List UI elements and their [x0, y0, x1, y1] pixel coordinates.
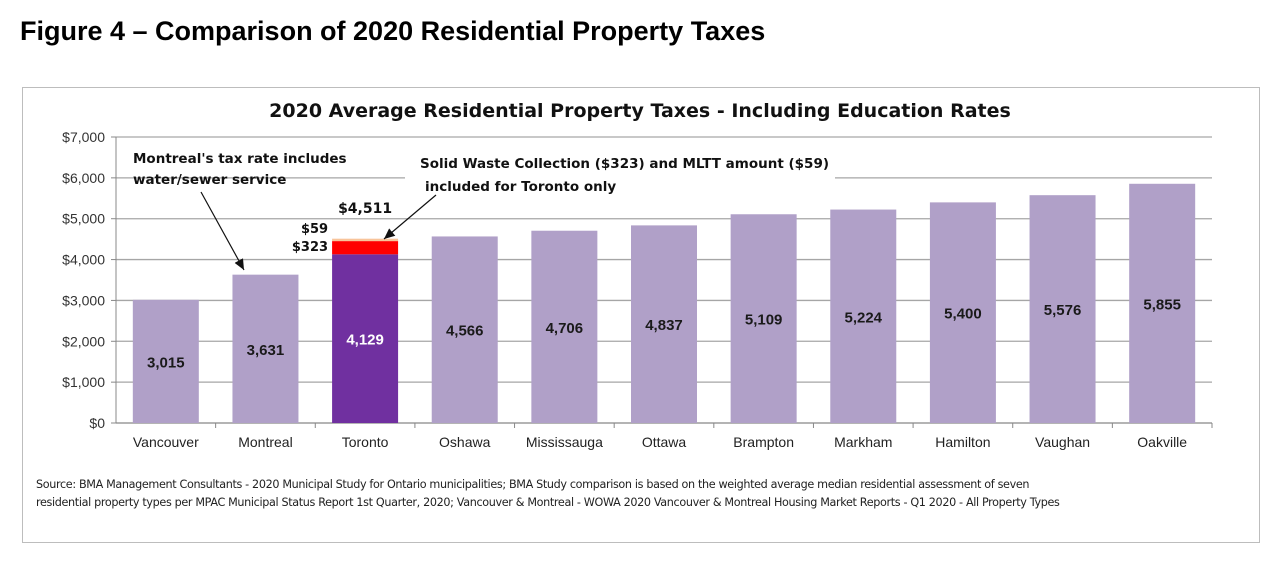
x-tick-label: Oshawa [439, 434, 491, 450]
bar-oakville [1129, 183, 1196, 423]
source-note-line-1: Source: BMA Management Consultants - 202… [36, 478, 1030, 491]
bar-vaughan [1029, 195, 1096, 423]
bar-vancouver [132, 299, 199, 423]
annotation-toronto-text: included for Toronto only [425, 179, 616, 195]
x-tick-label: Oakville [1137, 434, 1187, 450]
data-label: 3,631 [247, 342, 285, 359]
x-tick-label: Vancouver [133, 434, 199, 450]
y-tick-label: $5,000 [62, 211, 105, 227]
x-tick-label: Markham [834, 434, 892, 450]
segment-label: $323 [292, 240, 328, 255]
x-tick-label: Hamilton [935, 434, 990, 450]
data-label: 5,855 [1143, 296, 1181, 313]
annotation-toronto-text: Solid Waste Collection ($323) and MLTT a… [420, 156, 829, 172]
total-label: $4,511 [338, 201, 392, 217]
y-tick-label: $7,000 [62, 129, 105, 145]
y-tick-label: $0 [89, 415, 105, 431]
x-tick-label: Toronto [342, 434, 389, 450]
annotation-arrow [200, 191, 245, 271]
data-label: 4,837 [645, 317, 683, 334]
data-label: 4,706 [546, 320, 584, 337]
x-tick-label: Mississauga [526, 434, 603, 450]
data-label: 5,109 [745, 312, 783, 329]
bar-brampton [730, 214, 797, 423]
bar-toronto [332, 254, 399, 423]
y-tick-label: $2,000 [62, 333, 105, 349]
segment-label: $59 [301, 222, 328, 237]
bar-montreal [232, 274, 299, 423]
annotation-montreal-text: Montreal's tax rate includes [133, 151, 347, 167]
bar-toronto-segment [332, 241, 399, 255]
data-label: 5,400 [944, 306, 982, 323]
x-tick-label: Brampton [733, 434, 794, 450]
bar-markham [830, 209, 897, 423]
x-tick-label: Vaughan [1035, 434, 1090, 450]
bar-hamilton [929, 202, 996, 423]
figure-title: Figure 4 – Comparison of 2020 Residentia… [20, 16, 766, 46]
bar-toronto-segment [332, 238, 399, 242]
bar-ottawa [631, 225, 697, 423]
annotation-bg [405, 152, 835, 196]
y-tick-label: $6,000 [62, 170, 105, 186]
data-label: 3,015 [147, 354, 185, 371]
chart-frame [22, 87, 1260, 543]
annotation-arrow [383, 194, 437, 240]
bar-oshawa [431, 236, 498, 423]
x-tick-label: Montreal [238, 434, 292, 450]
x-tick-label: Ottawa [642, 434, 687, 450]
bar-mississauga [531, 230, 598, 423]
y-tick-label: $4,000 [62, 252, 105, 268]
y-tick-label: $3,000 [62, 292, 105, 308]
source-note-line-2: residential property types per MPAC Muni… [36, 496, 1060, 509]
data-label: 4,566 [446, 323, 484, 340]
y-tick-label: $1,000 [62, 374, 105, 390]
data-label: 4,129 [346, 332, 384, 349]
annotation-montreal-text: water/sewer service [133, 172, 286, 188]
data-label: 5,224 [844, 309, 882, 326]
data-label: 5,576 [1044, 302, 1082, 319]
chart-title: 2020 Average Residential Property Taxes … [269, 100, 1011, 122]
